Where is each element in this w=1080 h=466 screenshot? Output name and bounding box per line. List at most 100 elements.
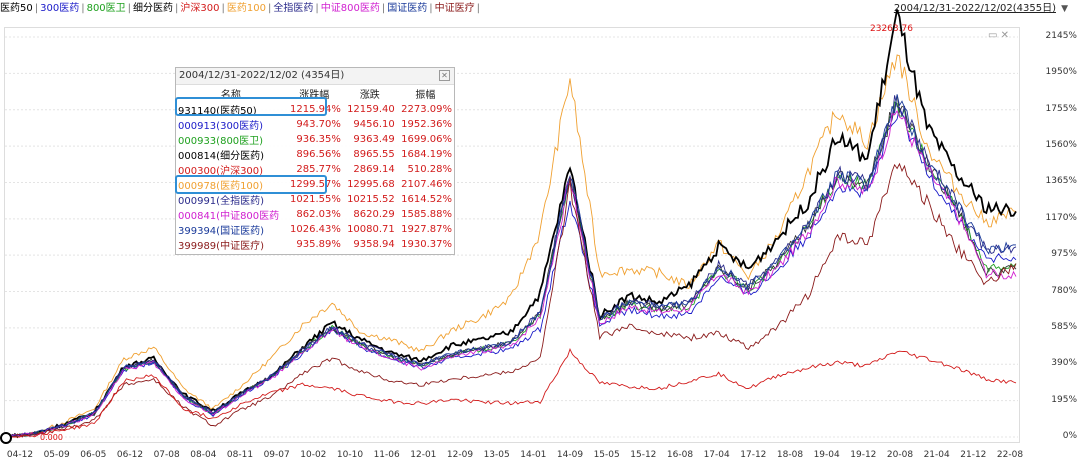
legend-separator: | (476, 3, 480, 14)
x-tick-label: 12-09 (446, 450, 474, 460)
legend-item[interactable]: 中证800医药 (320, 3, 380, 14)
legend-separator: | (34, 3, 39, 14)
table-row[interactable]: 000978(医药100) 1299.57% 12995.68 2107.46% (176, 177, 454, 192)
row-value: 12995.68 (347, 179, 395, 190)
y-tick-label: 1755% (1045, 103, 1077, 114)
x-tick-label: 17-12 (740, 450, 767, 460)
row-value: 935.89% (296, 239, 341, 250)
column-header[interactable]: 涨跌 (359, 90, 380, 101)
legend-separator: | (127, 3, 132, 14)
table-row[interactable]: 931140(医药50) 1215.94% 12159.40 2273.09% (176, 102, 454, 117)
table-row[interactable]: 399394(国证医药) 1026.43% 10080.71 1927.87% (176, 222, 454, 237)
row-value: 1952.36% (401, 119, 452, 130)
y-tick-label: 1950% (1045, 67, 1077, 78)
table-row[interactable]: 000814(细分医药) 896.56% 8965.55 1684.19% (176, 147, 454, 162)
y-tick-label: 1170% (1045, 212, 1077, 223)
row-name: 399394(国证医药) (178, 226, 264, 237)
row-name: 000991(全指医药) (178, 196, 264, 207)
row-value: 936.35% (296, 134, 341, 145)
x-tick-label: 11-06 (373, 450, 400, 460)
stats-table: 名称 涨跌幅 涨跌 振幅 931140(医药50) 1215.94% 12159.40 227… (176, 85, 454, 252)
y-tick-label: 195% (1051, 394, 1077, 405)
legend-separator: | (429, 3, 433, 14)
stats-panel: 2004/12/31-2022/12/02 (4354日) ✕ 名称 涨跌幅 涨跌 振… (175, 67, 455, 255)
row-value: 9363.49 (353, 134, 395, 145)
legend-item[interactable]: 中证医疗 (434, 3, 475, 14)
legend-item[interactable]: 全指医药 (273, 3, 314, 14)
row-name: 000978(医药100) (178, 181, 264, 192)
row-value: 1614.52% (401, 194, 452, 205)
table-row[interactable]: 000300(沪深300) 285.77% 2869.14 510.28% (176, 162, 454, 177)
close-icon[interactable]: ✕ (439, 70, 450, 81)
x-tick-label: 15-12 (630, 450, 657, 460)
x-tick-label: 15-05 (593, 450, 620, 460)
y-tick-label: 390% (1051, 358, 1077, 369)
legend-separator: | (221, 3, 225, 14)
x-tick-label: 04-12 (6, 450, 34, 460)
x-tick-label: 05-09 (43, 450, 70, 460)
row-value: 9358.94 (353, 239, 395, 250)
x-tick-label: 10-02 (300, 450, 327, 460)
date-range-selector[interactable]: 2004/12/31-2022/12/02(4355日) (893, 3, 1056, 14)
start-point-marker (0, 432, 12, 444)
column-header[interactable]: 振幅 (415, 90, 436, 101)
legend-item[interactable]: 国证医药 (387, 3, 428, 14)
x-tick-label: 16-08 (666, 450, 694, 460)
legend-item[interactable]: 医药100 (226, 3, 266, 14)
table-row[interactable]: 000991(全指医药) 1021.55% 10215.52 1614.52% (176, 192, 454, 207)
series-line-国证医药 (4, 94, 1017, 438)
row-value: 1215.94% (290, 104, 341, 115)
table-row[interactable]: 000913(300医药) 943.70% 9456.10 1952.36% (176, 117, 454, 132)
series-line-全指医药 (4, 95, 1017, 438)
legend-item[interactable]: 医药50 (0, 3, 33, 14)
row-name: 931140(医药50) (178, 106, 257, 117)
legend-item[interactable]: 细分医药 (133, 3, 174, 14)
window-controls-icon[interactable]: ▭ ✕ (988, 30, 1010, 41)
legend-separator: | (267, 3, 272, 14)
x-tick-label: 19-12 (850, 450, 877, 460)
legend-item[interactable]: 800医卫 (86, 3, 126, 14)
legend-item[interactable]: 沪深300 (180, 3, 220, 14)
legend-item[interactable]: 300医药 (40, 3, 80, 14)
column-header[interactable]: 涨跌幅 (299, 90, 330, 101)
column-header[interactable]: 名称 (220, 90, 241, 101)
row-value: 943.70% (296, 119, 341, 130)
start-value-label: 0.000 (40, 433, 63, 442)
table-row[interactable]: 000841(中证800医药 862.03% 8620.29 1585.88% (176, 207, 454, 222)
dropdown-arrow-icon[interactable]: ▼ (1061, 4, 1068, 14)
row-name: 000841(中证800医药 (178, 211, 280, 222)
x-tick-label: 14-09 (556, 450, 584, 460)
y-tick-label: 780% (1051, 285, 1077, 296)
table-row[interactable]: 399989(中证医疗) 935.89% 9358.94 1930.37% (176, 237, 454, 252)
y-tick-label: 0% (1062, 431, 1077, 441)
y-tick-label: 1560% (1045, 140, 1077, 151)
row-value: 896.56% (296, 149, 341, 160)
index-legend: 医药50 | 300医药 | 800医卫 | 细分医药 | 沪深300 | 医药100 | 全指医药 | 中… (0, 0, 482, 18)
table-row[interactable]: 000933(800医卫) 936.35% 9363.49 1699.06% (176, 132, 454, 147)
stats-panel-title: 2004/12/31-2022/12/02 (4354日) (176, 68, 454, 85)
row-value: 1684.19% (401, 149, 452, 160)
series-line-中证医疗 (4, 162, 1017, 438)
x-tick-label: 17-04 (703, 450, 730, 460)
x-tick-label: 08-04 (190, 450, 217, 460)
series-line-800医卫 (4, 101, 1017, 438)
row-value: 1299.57% (290, 179, 341, 190)
series-line-医药100 (4, 54, 1017, 438)
y-tick-label: 585% (1051, 321, 1077, 332)
row-value: 862.03% (296, 209, 341, 220)
row-value: 9456.10 (353, 119, 395, 130)
row-value: 1021.55% (290, 194, 341, 205)
x-tick-label: 12-01 (410, 450, 437, 460)
row-value: 1585.88% (401, 209, 452, 220)
peak-value-label: 23263.76 (870, 24, 913, 34)
row-value: 12159.40 (347, 104, 395, 115)
x-tick-label: 06-12 (116, 450, 144, 460)
series-line-沪深300 (4, 347, 1017, 438)
x-tick-label: 21-04 (923, 450, 950, 460)
y-tick-label: 975% (1051, 249, 1077, 260)
row-value: 10080.71 (347, 224, 395, 235)
row-name: 000814(细分医药) (178, 151, 264, 162)
legend-separator: | (381, 3, 386, 14)
row-value: 1930.37% (401, 239, 452, 250)
